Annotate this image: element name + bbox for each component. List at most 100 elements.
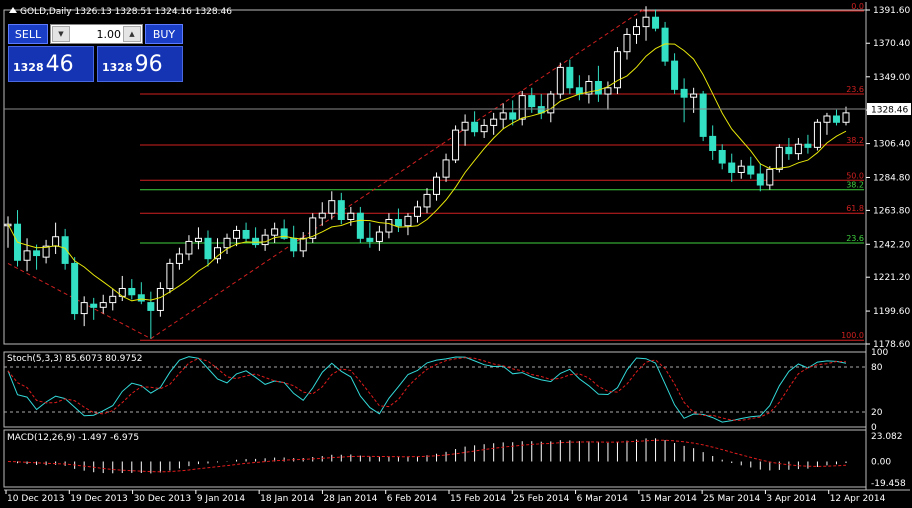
trend-lines[interactable]	[7, 7, 647, 340]
fib-level-label: 38.2	[846, 136, 864, 145]
fib-level-label: 23.6	[846, 234, 864, 243]
candle-body	[528, 95, 536, 108]
candle-body	[128, 287, 136, 296]
candle-body	[613, 51, 621, 89]
candle-body	[166, 262, 174, 289]
fib-level-label: 0.0	[851, 2, 864, 11]
candle-body	[299, 237, 307, 252]
candle-body	[318, 212, 326, 219]
candle-body	[556, 66, 564, 95]
candle-body	[842, 112, 850, 123]
trend-line	[7, 262, 152, 340]
stoch-axis-label: 80	[871, 363, 883, 373]
candle-body	[71, 262, 79, 315]
lot-increase-icon[interactable]: ▲	[123, 26, 141, 42]
candle-body	[699, 93, 707, 137]
sell-price-box[interactable]: 132846	[8, 46, 94, 82]
fib-level-label: 61.8	[846, 204, 864, 213]
candle-body	[461, 121, 469, 131]
candle-body	[194, 237, 202, 242]
candle-body	[147, 302, 155, 311]
time-tick-label: 9 Jan 2014	[197, 494, 245, 504]
candle-body	[718, 149, 726, 164]
candle-body	[661, 27, 669, 62]
candle-body	[423, 193, 431, 208]
one-click-trading-panel: SELL ▼ ▲ BUY 132846 132896	[8, 24, 183, 82]
candle-body	[471, 121, 479, 133]
price-tick-label: 1199.60	[873, 307, 910, 317]
lot-size-stepper[interactable]: ▼ ▲	[50, 24, 143, 44]
time-tick-label: 25 Mar 2014	[703, 494, 760, 504]
candle-body	[518, 95, 526, 120]
lot-size-input[interactable]	[71, 26, 121, 42]
candle-body	[680, 88, 688, 98]
candle-body	[623, 33, 631, 53]
candle-body	[547, 93, 555, 114]
buy-price-box[interactable]: 132896	[97, 46, 183, 82]
sell-price-prefix: 1328	[13, 61, 44, 74]
sell-price-pips: 46	[45, 52, 74, 77]
time-tick-label: 30 Dec 2013	[134, 494, 192, 504]
candle-body	[823, 115, 831, 123]
price-tick-label: 1306.40	[873, 140, 910, 150]
candle-body	[709, 135, 717, 151]
price-tick-label: 1284.80	[873, 173, 910, 183]
candle-body	[690, 93, 698, 98]
candle-body	[766, 168, 774, 186]
candle-body	[737, 165, 745, 173]
macd-axis-label: 0.00	[871, 458, 891, 468]
candle-body	[42, 245, 50, 258]
ma-line	[7, 43, 847, 302]
stoch-main-line	[7, 356, 847, 423]
time-tick-label: 15 Feb 2014	[450, 494, 506, 504]
candle-body	[99, 302, 107, 308]
sell-button[interactable]: SELL	[8, 24, 48, 44]
candle-body	[90, 303, 98, 308]
candle-body	[33, 250, 41, 257]
current-price-label: 1328.46	[871, 106, 908, 116]
stoch-axis-label: 0	[871, 423, 877, 433]
candle-body	[23, 250, 31, 261]
price-tick-label: 1391.60	[873, 6, 910, 16]
candle-body	[204, 237, 212, 260]
stoch-axis-label: 20	[871, 408, 883, 418]
candle-body	[594, 81, 602, 95]
buy-button[interactable]: BUY	[145, 24, 183, 44]
candle-body	[642, 16, 650, 28]
candle-body	[280, 228, 288, 239]
buy-price-prefix: 1328	[102, 61, 133, 74]
price-tick-label: 1221.20	[873, 273, 910, 283]
collapse-panel-icon[interactable]	[9, 7, 17, 13]
candle-body	[604, 87, 612, 95]
candle-body	[394, 218, 402, 227]
candle-body	[413, 206, 421, 217]
panel-frames	[3, 2, 910, 491]
fib-level-label: 50.0	[846, 171, 864, 180]
stochastic-panel: 100 80 20 0	[4, 348, 888, 433]
candle-body	[252, 237, 260, 246]
lot-decrease-icon[interactable]: ▼	[52, 26, 70, 42]
candle-body	[433, 176, 441, 195]
candle-body	[185, 240, 193, 255]
macd-label: MACD(12,26,9) -1.497 -6.975	[7, 433, 139, 443]
candle-body	[652, 16, 660, 29]
stoch-axis-label: 100	[871, 348, 888, 358]
fib-level-label: 38.2	[846, 181, 864, 190]
time-tick-label: 3 Apr 2014	[766, 494, 816, 504]
candle-body	[747, 165, 755, 175]
time-tick-label: 28 Jan 2014	[323, 494, 377, 504]
candle-body	[337, 200, 345, 220]
trend-line	[150, 7, 647, 340]
candle-body	[261, 234, 269, 246]
candle-body	[566, 66, 574, 89]
price-tick-label: 1178.60	[873, 340, 910, 350]
candle-body	[375, 231, 383, 242]
candle-body	[233, 229, 241, 239]
candle-body	[728, 162, 736, 173]
candle-body	[490, 118, 498, 126]
moving-average-line	[7, 43, 847, 302]
candle-body	[442, 159, 450, 178]
